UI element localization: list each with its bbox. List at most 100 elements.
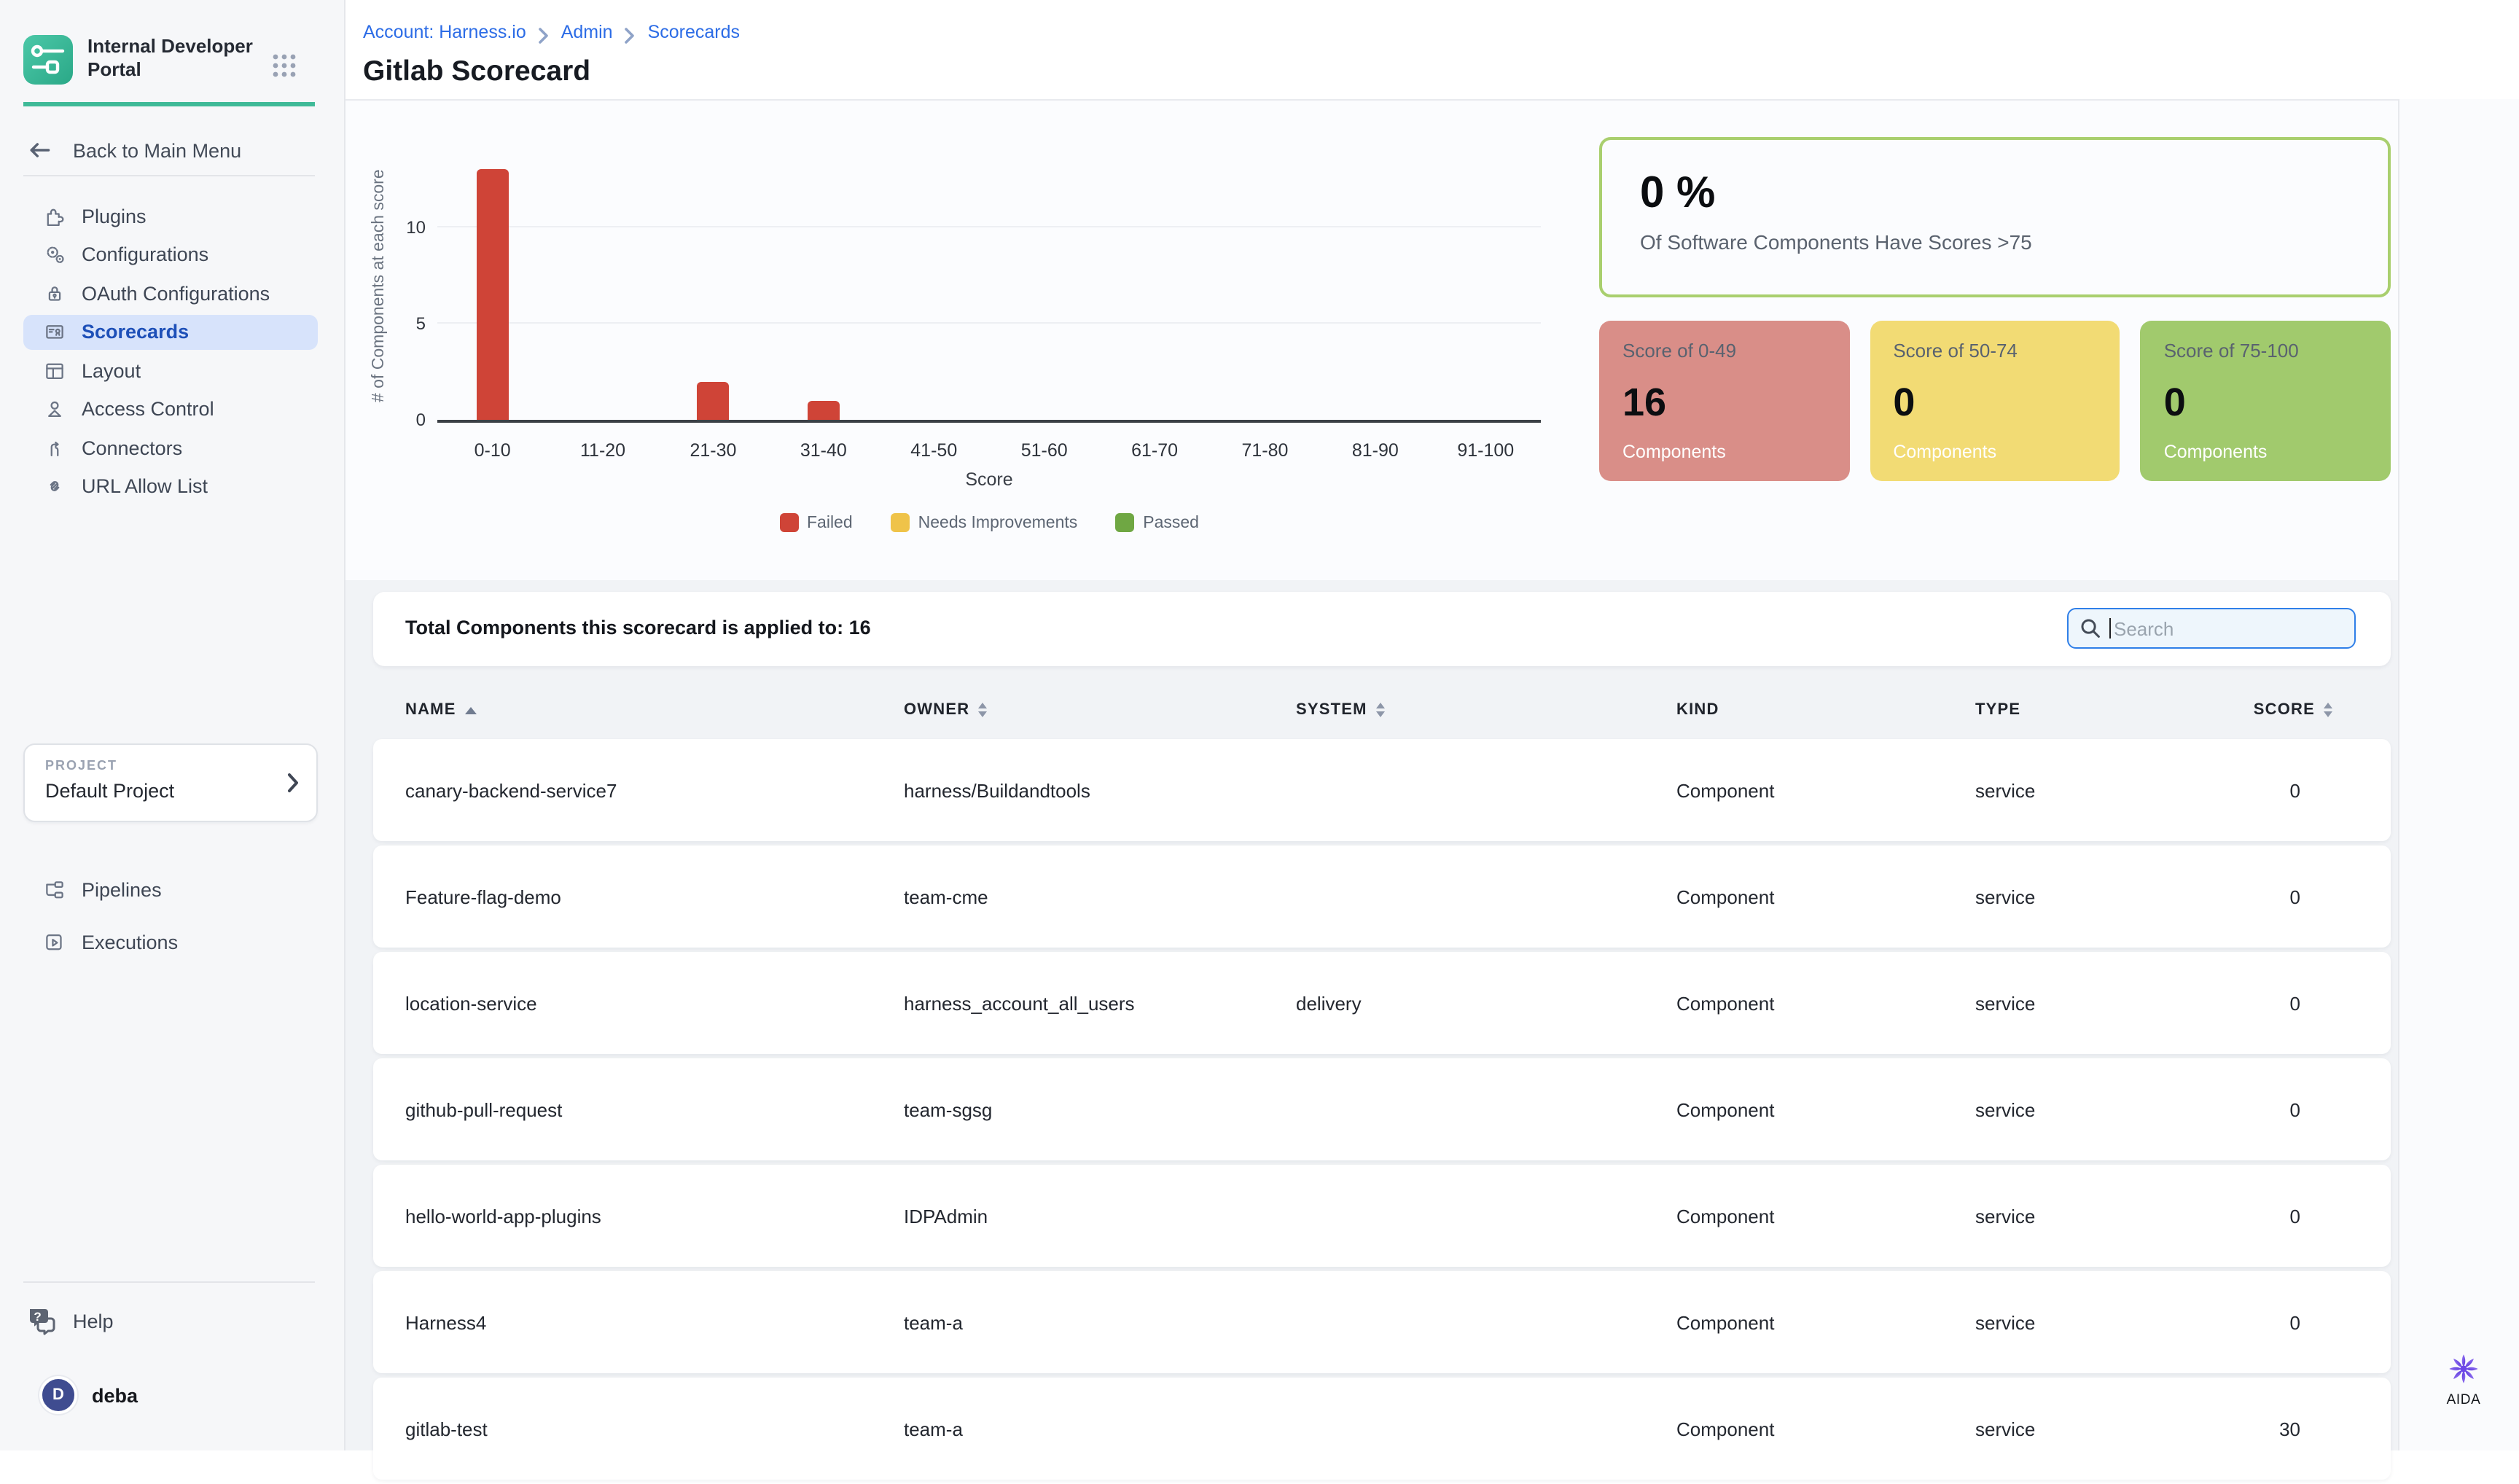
column-header-name[interactable]: NAME [405, 701, 904, 719]
cell-owner: team-sgsg [904, 1098, 993, 1120]
cell-owner: team-a [904, 1418, 963, 1440]
sidebar-item-access-control[interactable]: Access Control [23, 391, 318, 426]
idp-logo-icon [23, 35, 73, 85]
cell-owner: harness/Buildandtools [904, 779, 1090, 801]
sidebar-item-plugins[interactable]: Plugins [23, 198, 318, 233]
pipelines-icon [42, 877, 67, 902]
table-body: canary-backend-service7 harness/Buildandt… [373, 739, 2391, 1484]
sidebar-item-label: Pipelines [82, 878, 162, 900]
legend-item-failed[interactable]: Failed [779, 513, 853, 532]
cell-kind: Component [1676, 779, 1775, 801]
column-header-score[interactable]: SCORE [2187, 701, 2391, 719]
breadcrumb-link[interactable]: Scorecards [647, 22, 741, 42]
y-tick-label: 0 [415, 410, 426, 430]
app-grid-icon[interactable] [271, 52, 297, 79]
svg-text:?: ? [34, 1310, 41, 1324]
help-button[interactable]: ? Help [26, 1303, 114, 1338]
sidebar-item-url-allow-list[interactable]: URL Allow List [23, 469, 318, 504]
breadcrumb-chevron-icon [625, 24, 636, 43]
sidebar-item-oauth-configurations[interactable]: OAuth Configurations [23, 276, 318, 311]
gears-icon [42, 242, 67, 267]
cell-name: github-pull-request [405, 1098, 563, 1120]
legend-swatch [1115, 513, 1135, 532]
search-box [2067, 608, 2356, 649]
column-label: KIND [1676, 701, 1719, 719]
sidebar-item-connectors[interactable]: Connectors [23, 430, 318, 465]
search-input[interactable] [2067, 608, 2356, 649]
table-row[interactable]: location-service harness_account_all_user… [373, 952, 2391, 1054]
table-row[interactable]: github-pull-request team-sgsg Component ser… [373, 1058, 2391, 1160]
bar-21-30 [697, 381, 730, 420]
aida-label: AIDA [2446, 1392, 2481, 1408]
cell-type: service [1975, 779, 2036, 801]
x-tick-label: 41-50 [910, 440, 958, 461]
cell-score: 0 [2289, 1311, 2300, 1333]
chevron-right-icon [287, 773, 299, 793]
gridline [437, 226, 1541, 227]
cell-score: 0 [2289, 779, 2300, 801]
cell-kind: Component [1676, 992, 1775, 1014]
cell-kind: Component [1676, 1098, 1775, 1120]
sidebar-item-scorecards[interactable]: Scorecards [23, 314, 318, 349]
table-row[interactable]: hello-world-app-plugins IDPAdmin Component… [373, 1165, 2391, 1267]
table-row[interactable]: Feature-flag-demo team-cme Component servic… [373, 846, 2391, 948]
y-tick-label: 10 [406, 217, 426, 238]
breadcrumb-link[interactable]: Admin [561, 22, 613, 42]
link-icon [42, 474, 67, 499]
project-name: Default Project [45, 780, 175, 802]
table-row[interactable]: gitlab-test team-a Component service 30 [373, 1378, 2391, 1480]
column-header-owner[interactable]: OWNER [904, 701, 1296, 719]
sidebar-item-configurations[interactable]: Configurations [23, 237, 318, 272]
y-tick-label: 5 [415, 313, 426, 334]
score-card-value: 0 [1893, 380, 1915, 423]
search-icon [2080, 618, 2101, 638]
legend-item-needs-improvements[interactable]: Needs Improvements [890, 513, 1077, 532]
cell-owner: harness_account_all_users [904, 992, 1135, 1014]
cell-name: Harness4 [405, 1311, 487, 1333]
cell-type: service [1975, 886, 2036, 907]
column-header-system[interactable]: SYSTEM [1296, 701, 1676, 719]
table-row[interactable]: Harness4 team-a Component service 0 [373, 1271, 2391, 1373]
help-chat-icon: ? [26, 1306, 57, 1335]
back-to-main-menu-button[interactable]: Back to Main Menu [26, 134, 241, 166]
legend-item-passed[interactable]: Passed [1115, 513, 1199, 532]
x-tick-label: 91-100 [1457, 440, 1515, 461]
legend-swatch [779, 513, 798, 532]
sidebar-item-label: Access Control [82, 398, 214, 420]
column-label: SCORE [2253, 701, 2315, 719]
sidebar-item-executions[interactable]: Executions [23, 924, 318, 959]
chart-y-axis-label: # of Components at each score [370, 169, 388, 402]
cell-system: delivery [1296, 992, 1362, 1014]
sidebar-item-label: Plugins [82, 205, 147, 227]
sidebar-item-layout[interactable]: Layout [23, 353, 318, 388]
x-tick-label: 81-90 [1351, 440, 1399, 461]
x-tick-label: 71-80 [1241, 440, 1289, 461]
brand-title: Internal Developer Portal [87, 35, 253, 80]
table-row[interactable]: canary-backend-service7 harness/Buildandt… [373, 739, 2391, 841]
sort-ascending-icon [464, 706, 477, 714]
table-header-row: NAME OWNER SYSTEM KIND TYPE SCORE [373, 691, 2391, 729]
x-tick-label: 51-60 [1020, 440, 1068, 461]
project-selector[interactable]: PROJECT Default Project [23, 743, 318, 822]
aida-assistant-button[interactable]: AIDA [2426, 1350, 2502, 1408]
cell-name: hello-world-app-plugins [405, 1205, 601, 1227]
column-label: OWNER [904, 701, 970, 719]
x-tick-label: 61-70 [1131, 440, 1179, 461]
sidebar-item-label: Scorecards [82, 321, 190, 343]
person-icon [42, 397, 67, 421]
user-menu[interactable]: D deba [26, 1376, 138, 1414]
puzzle-icon [42, 203, 67, 228]
brand: Internal Developer Portal [23, 35, 268, 85]
header-band [344, 0, 2519, 101]
percent-caption: Of Software Components Have Scores >75 [1640, 230, 2032, 254]
column-header-type: TYPE [1975, 701, 2187, 719]
layout-icon [42, 358, 67, 383]
brand-underline [23, 102, 315, 106]
sidebar-item-pipelines[interactable]: Pipelines [23, 872, 318, 907]
sidebar-item-label: OAuth Configurations [82, 282, 270, 304]
x-tick-label: 31-40 [800, 440, 847, 461]
score-card-title: Score of 50-74 [1893, 340, 2018, 362]
cell-kind: Component [1676, 1418, 1775, 1440]
project-menu: Pipelines Executions [23, 872, 318, 977]
breadcrumb-link[interactable]: Account: Harness.io [363, 22, 526, 42]
